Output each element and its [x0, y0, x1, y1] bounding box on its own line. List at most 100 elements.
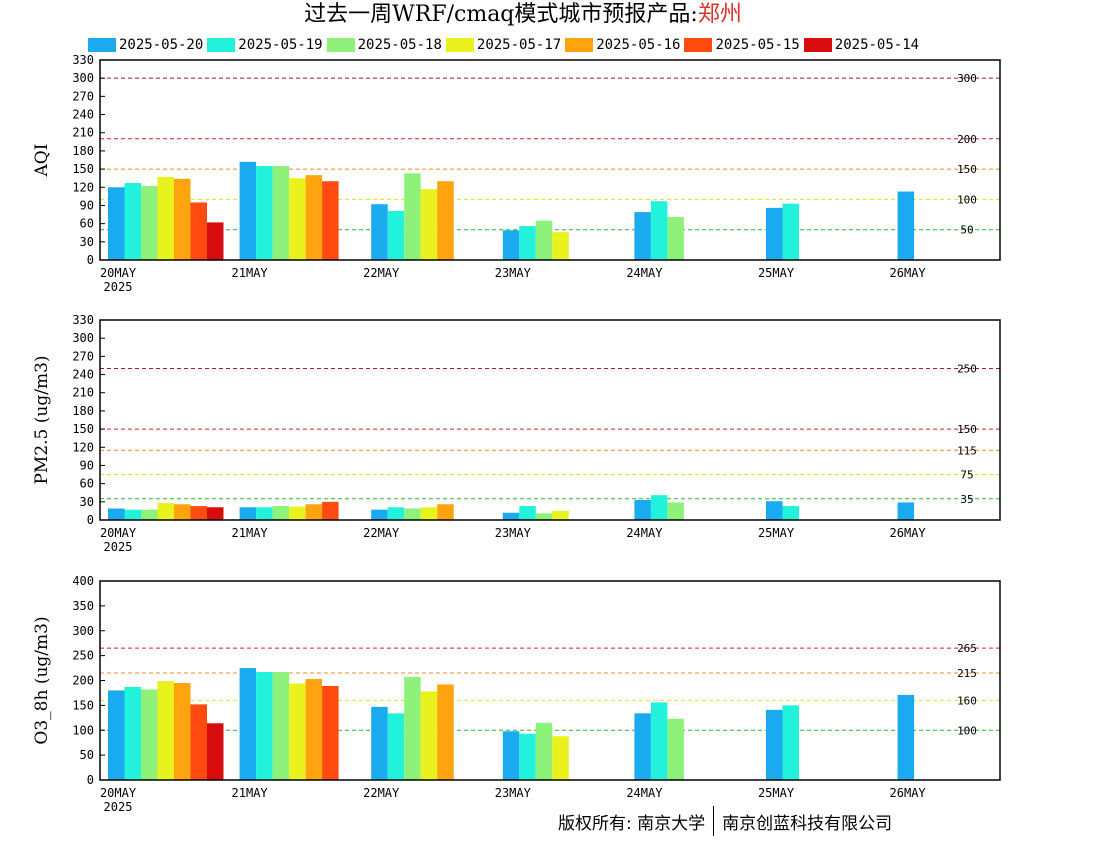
legend-swatch — [207, 38, 236, 52]
y-axis-label: PM2.5 (ug/m3) — [32, 355, 52, 484]
x-tick-label: 24MAY — [626, 266, 663, 280]
bar — [157, 176, 174, 260]
reference-label: 35 — [960, 493, 973, 506]
legend: 2025-05-20 2025-05-19 2025-05-18 2025-05-17… — [88, 35, 923, 55]
x-tick-label: 26MAY — [890, 526, 927, 540]
bar — [207, 723, 224, 780]
reference-label: 150 — [957, 163, 977, 176]
bar — [519, 226, 536, 260]
reference-label: 250 — [957, 362, 977, 375]
bar — [256, 672, 273, 780]
x-year-label: 2025 — [104, 280, 133, 294]
bar — [535, 220, 553, 260]
bar — [552, 510, 569, 520]
bar — [322, 181, 339, 260]
bar — [174, 504, 191, 520]
x-tick-label: 24MAY — [626, 526, 663, 540]
x-tick-label: 23MAY — [495, 526, 532, 540]
y-tick-label: 240 — [72, 368, 94, 382]
bar — [190, 202, 207, 260]
copyright: 版权所有: 南京大学 南京创蓝科技有限公司 — [558, 806, 892, 836]
y-tick-label: 300 — [72, 71, 94, 85]
bar — [782, 506, 799, 520]
x-year-label: 2025 — [104, 540, 133, 554]
bar — [535, 513, 553, 520]
bar — [322, 685, 339, 780]
bar — [141, 186, 158, 260]
bar — [124, 509, 141, 520]
reference-label: 200 — [957, 133, 977, 146]
legend-swatch — [88, 38, 116, 52]
y-tick-label: 270 — [72, 89, 94, 103]
bar — [157, 680, 174, 780]
x-tick-label: 26MAY — [890, 786, 927, 800]
x-tick-label: 22MAY — [363, 526, 400, 540]
chart-title: 过去一周WRF/cmaq模式城市预报产品:郑州 — [0, 0, 1046, 30]
legend-label: 2025-05-14 — [834, 37, 920, 53]
x-tick-label: 21MAY — [232, 266, 269, 280]
x-tick-label: 25MAY — [758, 266, 795, 280]
bar — [404, 677, 421, 780]
y-tick-label: 210 — [72, 126, 94, 140]
bar — [650, 495, 668, 520]
bar — [289, 683, 306, 780]
legend-item: 2025-05-16 — [565, 37, 680, 53]
plot-frame — [99, 59, 1001, 261]
bar — [371, 509, 388, 520]
x-tick-label: 21MAY — [232, 786, 269, 800]
bar — [404, 173, 421, 260]
bar — [502, 230, 520, 260]
y-tick-label: 330 — [72, 53, 94, 67]
bar — [519, 733, 536, 780]
legend-label: 2025-05-17 — [476, 37, 562, 53]
legend-item: 2025-05-19 — [207, 37, 323, 53]
bar — [207, 222, 224, 260]
bar — [437, 684, 454, 780]
bar — [387, 507, 405, 520]
legend-label: 2025-05-15 — [715, 37, 800, 53]
y-tick-label: 0 — [87, 773, 94, 787]
y-tick-label: 180 — [72, 404, 94, 418]
bar — [782, 705, 799, 780]
x-tick-label: 20MAY — [100, 786, 137, 800]
title-city: 郑州 — [697, 2, 742, 27]
bar — [782, 203, 799, 260]
bar — [387, 210, 405, 260]
x-tick-label: 25MAY — [758, 526, 795, 540]
copyright-divider — [713, 806, 715, 836]
bar — [535, 722, 553, 780]
x-tick-label: 20MAY — [100, 526, 137, 540]
bar — [305, 504, 323, 520]
bar — [766, 207, 783, 260]
bar — [289, 506, 306, 520]
legend-item: 2025-05-18 — [326, 37, 442, 53]
reference-label: 300 — [957, 72, 977, 85]
y-tick-label: 60 — [80, 477, 94, 491]
bar — [404, 508, 421, 520]
x-tick-label: 23MAY — [495, 786, 532, 800]
bar — [437, 181, 454, 260]
bar — [502, 512, 520, 520]
y-tick-label: 400 — [72, 574, 94, 588]
x-tick-label: 20MAY — [100, 266, 137, 280]
copyright-left: 版权所有: 南京大学 — [558, 813, 706, 834]
y-tick-label: 90 — [80, 458, 94, 472]
legend-item: 2025-05-20 — [88, 37, 203, 53]
bar — [305, 679, 323, 780]
y-tick-label: 60 — [80, 217, 94, 231]
bar — [634, 212, 651, 260]
y-tick-label: 330 — [72, 313, 94, 327]
bar — [371, 706, 388, 780]
legend-swatch — [445, 38, 474, 52]
y-tick-label: 180 — [72, 144, 94, 158]
bar — [174, 682, 191, 780]
y-tick-label: 300 — [72, 624, 94, 638]
bar — [552, 232, 569, 260]
legend-swatch — [326, 38, 355, 52]
bar — [766, 501, 783, 520]
x-tick-label: 22MAY — [363, 266, 400, 280]
bar — [897, 502, 915, 520]
bar — [650, 201, 668, 260]
y-axis-label: O3_8h (ug/m3) — [32, 616, 52, 744]
